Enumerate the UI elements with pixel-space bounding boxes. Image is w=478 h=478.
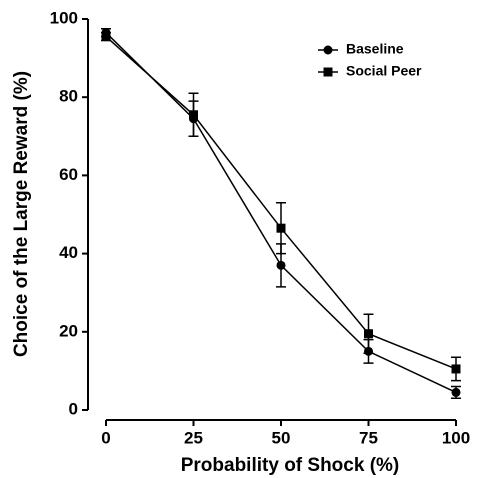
x-tick-label: 100: [442, 428, 470, 447]
x-tick-label: 50: [272, 428, 291, 447]
y-tick-label: 20: [59, 321, 78, 340]
marker: [189, 110, 198, 120]
marker: [276, 223, 286, 233]
marker: [323, 45, 333, 55]
marker: [451, 387, 461, 397]
y-tick-label: 40: [59, 243, 78, 262]
y-tick-label: 100: [50, 8, 78, 27]
marker: [364, 329, 373, 339]
x-axis-label: Probability of Shock (%): [181, 455, 400, 476]
marker: [101, 32, 111, 42]
marker: [451, 364, 461, 374]
legend-label: Social Peer: [346, 63, 422, 79]
x-tick-label: 25: [184, 428, 203, 447]
x-tick-label: 0: [101, 428, 110, 447]
marker: [323, 67, 333, 77]
y-tick-label: 60: [59, 165, 78, 184]
x-tick-label: 75: [359, 428, 378, 447]
y-tick-label: 0: [69, 399, 78, 418]
legend-label: Baseline: [346, 41, 404, 57]
y-tick-label: 80: [59, 87, 78, 106]
y-axis-label: Choice of the Large Reward (%): [11, 71, 32, 357]
marker: [276, 260, 286, 270]
